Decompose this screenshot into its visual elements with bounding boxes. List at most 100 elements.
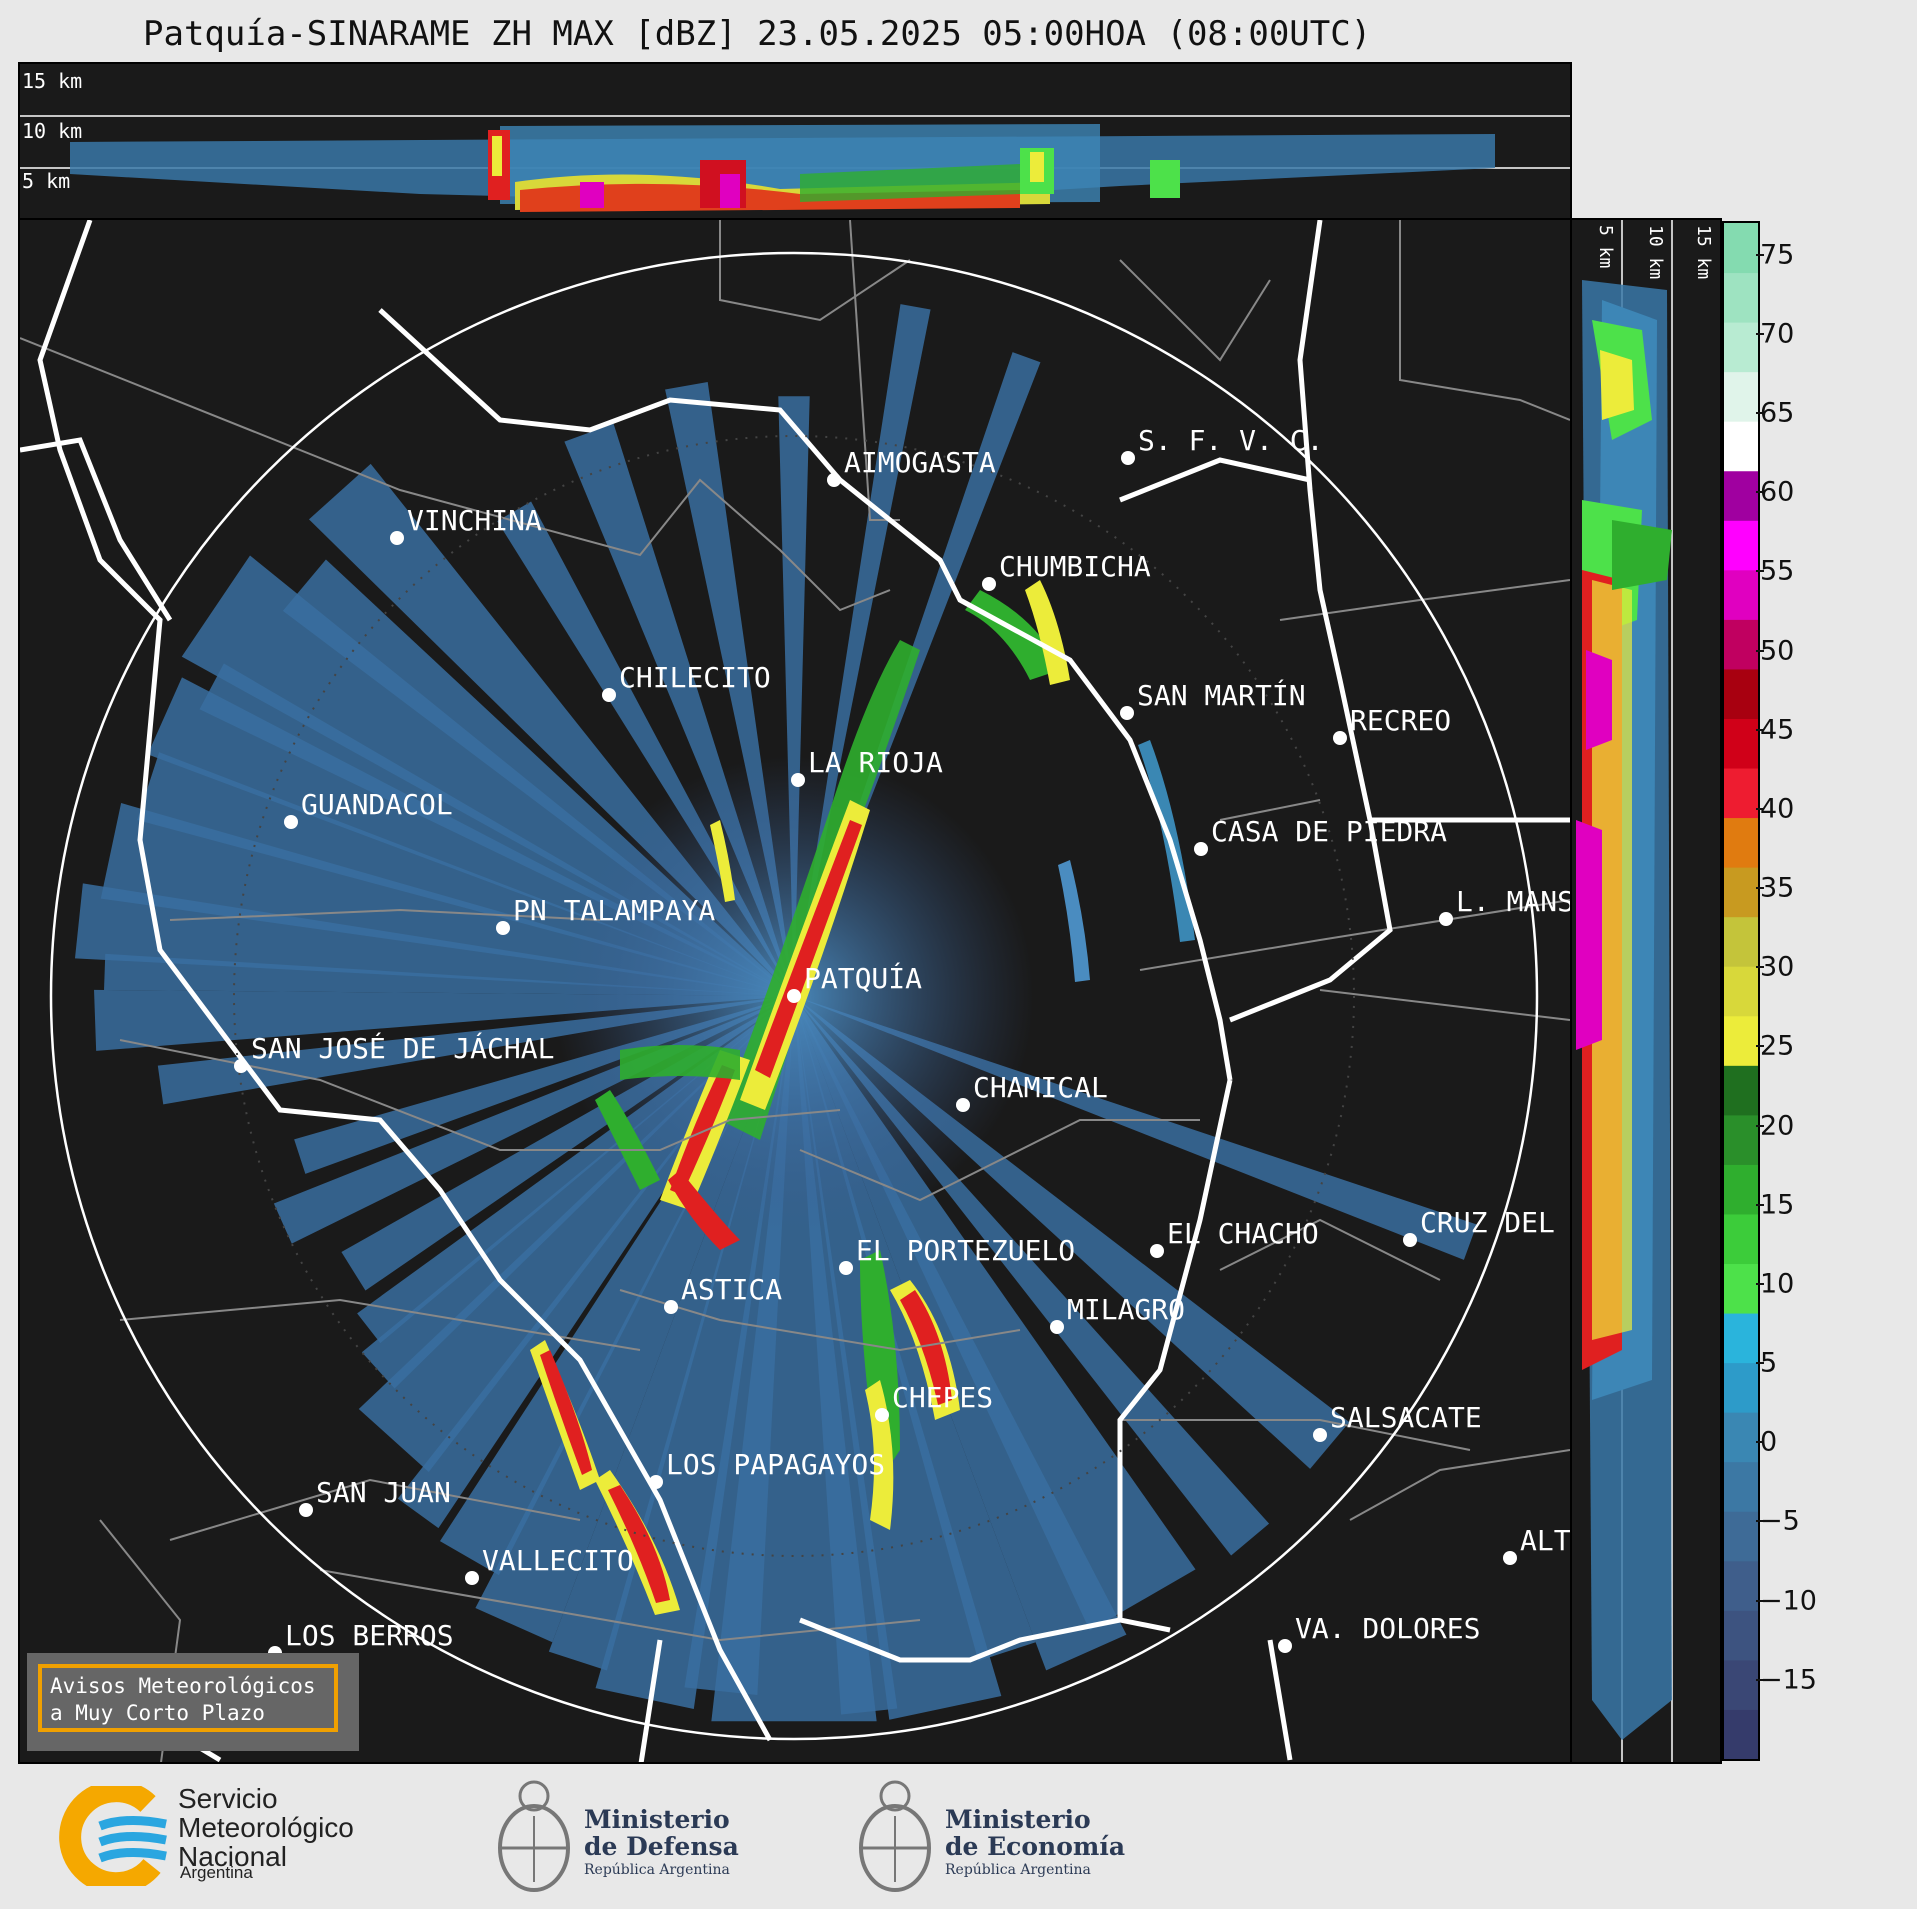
city-label: SAN JOSÉ DE JÁCHAL [251,1031,554,1065]
colorbar-segment [1724,421,1758,472]
city-dot [982,577,996,591]
colorbar-tick-label: 65 [1760,397,1795,429]
chart-title: Patquía-SINARAME ZH MAX [dBZ] 23.05.2025… [143,14,1372,54]
defensa-subtitle: República Argentina [584,1862,730,1878]
city-dot [791,773,805,787]
smn-country: Argentina [180,1863,253,1882]
city-recreo: RECREO [1333,704,1451,745]
city-milagro: MILAGRO [1050,1293,1185,1334]
colorbar-tick-label: −10 [1760,1585,1817,1617]
dbz-colorbar [1722,221,1760,1761]
city-label: CHEPES [892,1381,993,1414]
city-label: AIMOGASTA [844,446,996,479]
city-dot [284,815,298,829]
colorbar-segment [1724,1015,1758,1066]
colorbar-tick-mark [1756,1520,1764,1523]
colorbar-tick-mark [1756,887,1764,890]
range-ring [49,251,1539,1741]
city-dot [496,921,510,935]
side-height-label-5km: 5 km [1595,225,1616,268]
city-dot [390,531,404,545]
top-height-profile-panel: 15 km 10 km 5 km [18,62,1572,220]
city-salsacate: SALSACATE [1313,1401,1482,1442]
height-label-5km: 5 km [22,169,70,193]
city-s-f-v-c-: S. F. V. C. [1121,424,1323,465]
city-l-mans: L. MANS [1439,885,1570,926]
city-label: GUANDACOL [301,788,453,821]
inner-range-ring [233,435,1355,1557]
city-cruz-del: CRUZ DEL [1403,1206,1555,1247]
radar-beam [778,396,810,996]
city-chamical: CHAMICAL [956,1071,1108,1112]
city-label: SAN JUAN [316,1476,451,1509]
economia-subtitle: República Argentina [945,1862,1091,1878]
economia-title: Ministerio de Economía [945,1805,1126,1861]
city-label: CRUZ DEL [1420,1206,1555,1239]
warning-line-2: a Muy Corto Plazo [50,1701,265,1725]
city-label: CHILECITO [619,661,771,694]
colorbar-tick-label: 75 [1760,239,1795,271]
city-label: ALT [1520,1524,1570,1557]
city-chilecito: CHILECITO [602,661,771,702]
colorbar-segment [1724,272,1758,323]
colorbar-segment [1724,867,1758,918]
city-dot [787,989,801,1003]
city-dot [664,1300,678,1314]
colorbar-tick-label: −15 [1760,1664,1817,1696]
city-san-josé-de-jáchal: SAN JOSÉ DE JÁCHAL [234,1031,554,1073]
city-markers: AIMOGASTA S. F. V. C. VINCHINA CHUMBICHA CHI… [234,424,1570,1660]
city-chumbicha: CHUMBICHA [982,550,1151,591]
city-label: EL PORTEZUELO [856,1234,1075,1267]
colorbar-tick-mark [1756,1441,1764,1444]
colorbar-tick-mark [1756,1599,1764,1602]
city-dot [1439,912,1453,926]
colorbar-segment [1724,1114,1758,1165]
colorbar-segment [1724,1263,1758,1314]
colorbar-tick-mark [1756,1362,1764,1365]
city-vallecito: VALLECITO [465,1544,634,1585]
colorbar-tick-label: 50 [1760,635,1795,667]
city-dot [827,473,841,487]
colorbar-segment [1724,1213,1758,1265]
colorbar-segment [1724,1610,1758,1661]
height-label-15km: 15 km [22,69,82,93]
city-label: LOS BERROS [285,1619,454,1652]
colorbar-tick-label: 45 [1760,714,1795,746]
colorbar-segment [1724,966,1758,1017]
city-label: VINCHINA [407,504,542,537]
colorbar-segment [1724,619,1758,670]
city-chepes: CHEPES [875,1381,993,1422]
colorbar-segment [1724,916,1758,967]
city-dot [465,1571,479,1585]
colorbar-tick-label: 35 [1760,872,1795,904]
city-dot [649,1475,663,1489]
colorbar-tick-mark [1756,1203,1764,1206]
city-vinchina: VINCHINA [390,504,542,545]
warning-box: Avisos Meteorológicos a Muy Corto Plazo [27,1653,359,1751]
colorbar-tick-label: 55 [1760,555,1795,587]
colorbar-tick-mark [1756,1678,1764,1681]
city-dot [1313,1428,1327,1442]
city-label: MILAGRO [1067,1293,1185,1326]
side-height-label-15km: 15 km [1693,225,1714,279]
city-dot [1278,1639,1292,1653]
city-patquía: PATQUÍA [787,961,922,1003]
colorbar-tick-mark [1756,570,1764,573]
city-label: SALSACATE [1330,1401,1482,1434]
colorbar-tick-label: 25 [1760,1030,1795,1062]
colorbar-segment [1724,817,1758,868]
city-dot [1503,1551,1517,1565]
colorbar-segment [1724,1164,1758,1215]
city-dot [1150,1244,1164,1258]
country-borders [20,220,1570,1762]
city-va-dolores: VA. DOLORES [1278,1612,1480,1653]
radar-map-panel[interactable]: AIMOGASTA S. F. V. C. VINCHINA CHUMBICHA CHI… [18,218,1572,1764]
colorbar-tick-label: 70 [1760,318,1795,350]
city-label: CASA DE PIEDRA [1211,815,1447,848]
city-san-martín: SAN MARTÍN [1120,678,1306,720]
colorbar-segment [1724,718,1758,769]
colorbar-segment [1724,1659,1758,1710]
city-dot [299,1503,313,1517]
colorbar-segment [1724,1313,1758,1364]
smn-logo-icon [59,1786,167,1886]
